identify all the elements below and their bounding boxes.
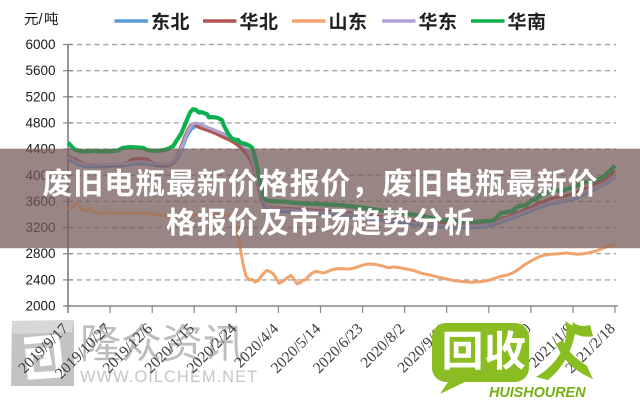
- svg-text:WWW.OILCHEM.NET: WWW.OILCHEM.NET: [80, 368, 258, 386]
- svg-text:HUISHOUREN: HUISHOUREN: [489, 385, 586, 400]
- svg-text:5200: 5200: [25, 89, 55, 104]
- svg-text:/: /: [39, 12, 44, 28]
- svg-text:2000: 2000: [25, 299, 55, 314]
- svg-text:4800: 4800: [25, 115, 55, 130]
- svg-text:2400: 2400: [25, 272, 55, 287]
- svg-text:5600: 5600: [25, 63, 55, 78]
- svg-text:2800: 2800: [25, 246, 55, 261]
- svg-text:6000: 6000: [25, 37, 55, 52]
